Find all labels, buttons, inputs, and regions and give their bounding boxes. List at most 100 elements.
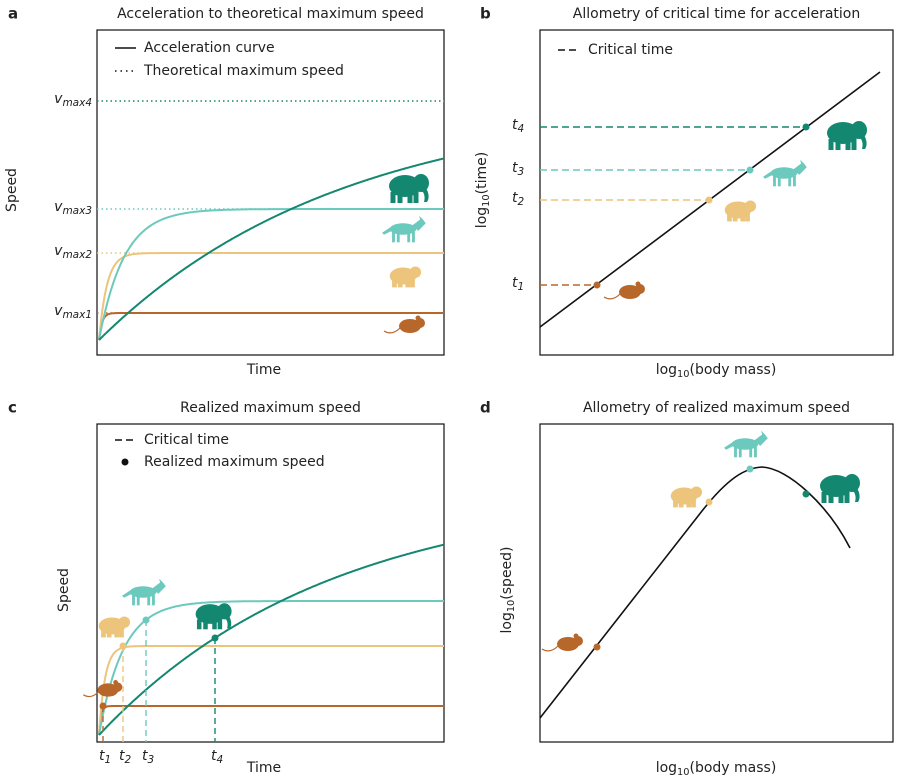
text-part: t [512, 117, 518, 133]
subscript: 3 [148, 754, 155, 766]
shape [777, 175, 781, 187]
panel-frame [539, 423, 894, 743]
point [802, 123, 810, 131]
shape [112, 682, 123, 692]
label: vmax3 [54, 199, 92, 217]
shape [686, 499, 692, 508]
text-part: (body mass) [690, 760, 777, 776]
shape [382, 227, 392, 235]
text-part: t [119, 748, 125, 764]
shape [820, 475, 852, 497]
x-axis-label: Time [246, 362, 281, 378]
shape [415, 318, 425, 328]
point [99, 702, 107, 710]
text-part: t [99, 748, 105, 764]
shape [136, 594, 140, 606]
subscript: 10 [677, 369, 689, 380]
y-axis-label: Speed [4, 168, 20, 212]
legend-text: Realized maximum speed [144, 454, 325, 470]
shape [412, 231, 415, 243]
panel-frame [96, 29, 445, 356]
x-axis-label: Time [246, 760, 281, 776]
text-part: t [211, 748, 217, 764]
subscript: 4 [518, 123, 525, 135]
label: log10(body mass) [656, 760, 777, 778]
shape [734, 446, 737, 458]
label: vmax2 [54, 243, 92, 261]
text-part: log [474, 207, 490, 228]
shape [397, 192, 403, 203]
label: t2 [512, 190, 525, 208]
animal-icon [82, 680, 123, 698]
subscript: 1 [518, 281, 525, 293]
shape [845, 139, 851, 150]
shape [635, 284, 645, 294]
legend-text: Critical time [144, 432, 229, 448]
subscript: max4 [62, 97, 92, 109]
subscript: 2 [518, 196, 525, 208]
shape [152, 578, 166, 594]
panel-label: d [480, 399, 491, 417]
shape [732, 213, 738, 222]
point [802, 490, 810, 498]
y-axis-label: Speed [56, 568, 72, 612]
shape [415, 315, 421, 321]
shape [113, 680, 118, 685]
point [593, 281, 601, 289]
shape [413, 192, 419, 203]
shape [573, 633, 579, 639]
shape [392, 279, 397, 288]
shape [828, 139, 834, 150]
animal-icon [670, 486, 703, 508]
shape [412, 215, 426, 231]
panel-label: c [8, 399, 17, 417]
shape [851, 139, 857, 150]
shape [763, 171, 773, 179]
shape [147, 594, 151, 606]
shape [217, 619, 223, 630]
label: t1 [99, 748, 111, 766]
animal-icon [98, 616, 131, 638]
label: vmax4 [54, 91, 92, 109]
subscript: 3 [518, 166, 525, 178]
shape [132, 594, 135, 606]
panel-label: b [480, 5, 491, 23]
shape [827, 122, 859, 144]
shape [745, 213, 750, 222]
panel-title: Realized maximum speed [180, 400, 361, 416]
acceleration-curve [98, 600, 444, 736]
allometry-curve [539, 466, 851, 719]
shape [409, 266, 422, 278]
subscript: max2 [62, 249, 92, 261]
shape [152, 594, 155, 606]
shape [821, 492, 827, 503]
subscript: 1 [105, 754, 112, 766]
shape [603, 293, 621, 300]
shape [392, 231, 395, 243]
point [593, 643, 601, 651]
shape [196, 619, 202, 630]
animal-icon [603, 281, 645, 300]
shape [119, 629, 124, 638]
shape [678, 499, 684, 508]
text-part: t [512, 275, 518, 291]
text-part: t [512, 190, 518, 206]
shape [793, 175, 796, 187]
shape [724, 442, 734, 450]
legend-text: Theoretical maximum speed [143, 63, 344, 79]
acceleration-curve [98, 543, 445, 736]
shape [114, 629, 120, 638]
shape [541, 645, 559, 652]
shape [101, 629, 106, 638]
shape [788, 175, 792, 187]
shape [770, 167, 798, 179]
legend-text: Acceleration curve [144, 40, 275, 56]
label: log10(speed) [499, 546, 517, 633]
animal-icon [122, 578, 166, 606]
shape [122, 590, 132, 598]
animal-icon [724, 200, 757, 222]
point [119, 642, 127, 650]
text-part: v [54, 303, 63, 319]
animal-icon [389, 266, 422, 288]
